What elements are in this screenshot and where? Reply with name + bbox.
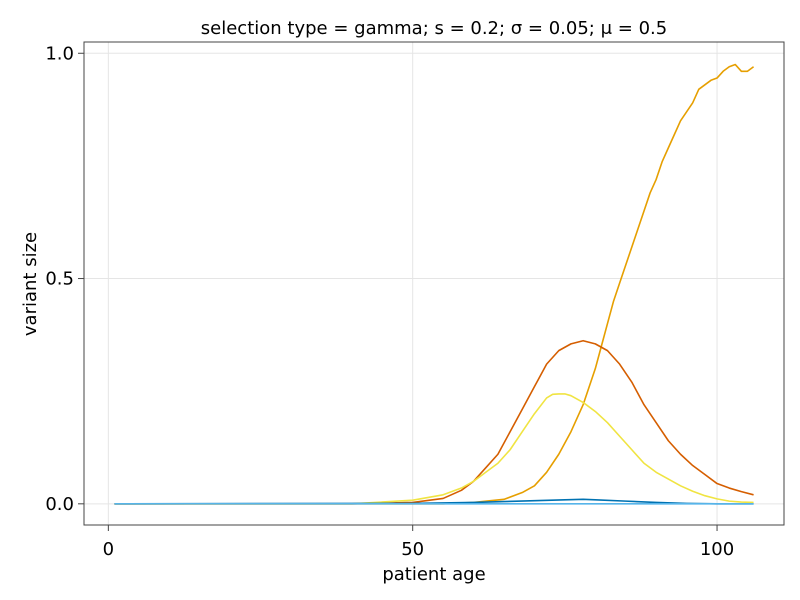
x-tick-label: 50 — [401, 539, 424, 560]
y-axis-title: variant size — [20, 232, 41, 336]
plot-background — [84, 42, 784, 525]
x-axis-title: patient age — [382, 564, 485, 585]
y-tick-label: 0.5 — [45, 269, 74, 290]
series-layer — [114, 63, 755, 505]
series-line-3 — [114, 393, 754, 505]
y-axis: 0.0 0.5 1.0 — [45, 43, 84, 515]
x-tick-label: 100 — [700, 539, 734, 560]
y-tick-label: 0.0 — [45, 494, 74, 515]
y-tick-label: 1.0 — [45, 43, 74, 64]
chart-title: selection type = gamma; s = 0.2; σ = 0.0… — [201, 18, 667, 39]
x-axis: 0 50 100 — [103, 525, 734, 560]
series-line-1 — [114, 63, 755, 505]
x-tick-label: 0 — [103, 539, 114, 560]
plot-frame — [83, 41, 785, 526]
